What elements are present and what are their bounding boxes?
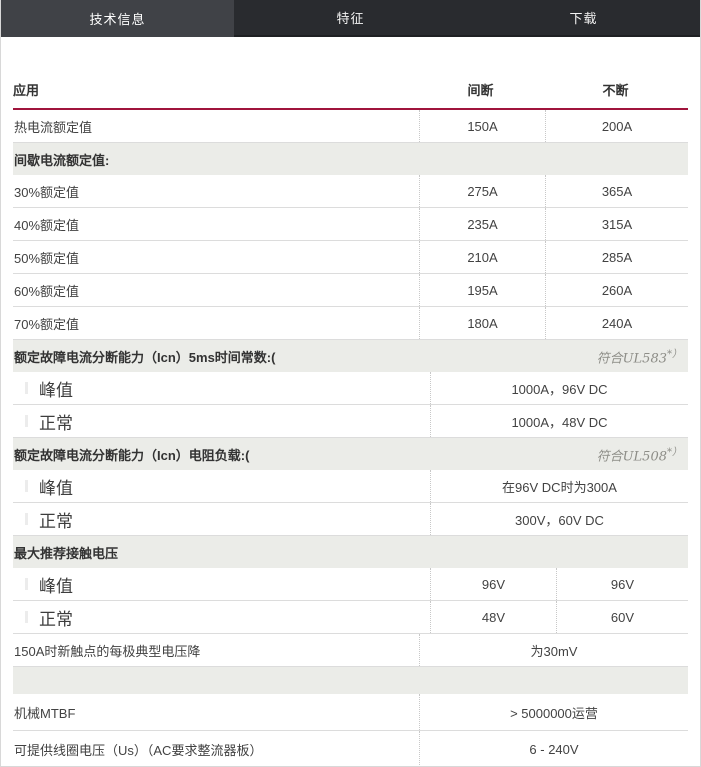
value-intermittent: 180A: [419, 307, 545, 339]
spec-row-label: 60%额定值: [14, 283, 80, 299]
spec-row-label: 40%额定值: [14, 217, 80, 233]
value-continuous: 96V: [556, 568, 688, 600]
table-header-intermittent: 间断: [467, 83, 494, 98]
spec-row-label: 机械MTBF: [14, 705, 76, 721]
table-header-row: 应用 间断 不断: [13, 37, 688, 110]
table-header-application: 应用: [13, 83, 40, 98]
technical-info-panel: 应用 间断 不断 热电流额定值 150A 200A 间歇电流额定值: 30%额定值 275…: [1, 37, 700, 766]
value-continuous: 60V: [556, 601, 688, 633]
spec-row-label: 30%额定值: [14, 184, 80, 200]
spec-row-label: 正常: [13, 503, 430, 535]
value-intermittent: 96V: [430, 568, 556, 600]
section-row: 额定故障电流分断能力（Icn）电阻负载:( 符合UL508*）: [13, 438, 688, 470]
spec-row-label: 峰值: [13, 470, 430, 502]
section-label: 最大推荐接触电压: [14, 545, 119, 561]
spec-row-label: 150A时新触点的每极典型电压降: [14, 643, 201, 659]
tab-downloads[interactable]: 下载: [467, 0, 700, 37]
compliance-note-sup: *）: [667, 349, 682, 361]
tab-bar: 技术信息 特征 下载: [1, 0, 700, 37]
list-marker-icon: [25, 513, 28, 525]
value-continuous: 285A: [545, 241, 688, 273]
value-merged: 6 - 240V: [419, 731, 688, 766]
spec-row: 机械MTBF > 5000000运营: [13, 694, 688, 731]
value-merged: 1000A，96V DC: [430, 372, 688, 404]
spec-table: 热电流额定值 150A 200A 间歇电流额定值: 30%额定值 275A 365A 40%额…: [13, 110, 688, 766]
value-continuous: 315A: [545, 208, 688, 240]
spec-row: 热电流额定值 150A 200A: [13, 110, 688, 143]
spec-row-label: 70%额定值: [14, 316, 80, 332]
value-continuous: 260A: [545, 274, 688, 306]
value-continuous: 365A: [545, 175, 688, 207]
spec-row: 50%额定值 210A 285A: [13, 241, 688, 274]
section-row: 最大推荐接触电压: [13, 536, 688, 568]
section-row: 额定故障电流分断能力（Icn）5ms时间常数:( 符合UL583*）: [13, 340, 688, 372]
spec-row: 峰值 1000A，96V DC: [13, 372, 688, 405]
spec-row: 峰值 在96V DC时为300A: [13, 470, 688, 503]
value-merged: 在96V DC时为300A: [430, 470, 688, 502]
list-marker-icon: [25, 480, 28, 492]
compliance-note-sup: *）: [667, 447, 682, 459]
spec-row: 正常 300V，60V DC: [13, 503, 688, 536]
value-continuous: 200A: [545, 110, 688, 142]
spec-row: 正常 1000A，48V DC: [13, 405, 688, 438]
spec-row-label: 可提供线圈电压（Us）（AC要求整流器板）: [14, 742, 263, 758]
spec-row: 40%额定值 235A 315A: [13, 208, 688, 241]
spec-row: 60%额定值 195A 260A: [13, 274, 688, 307]
spec-row-label: 正常: [13, 405, 430, 437]
section-label: 额定故障电流分断能力（Icn）5ms时间常数:(: [14, 349, 276, 365]
value-merged: 为30mV: [419, 634, 688, 666]
spec-row-label: 峰值: [13, 372, 430, 404]
compliance-note: 符合UL583*）: [596, 349, 682, 367]
value-intermittent: 48V: [430, 601, 556, 633]
compliance-note: 符合UL508*）: [596, 447, 682, 465]
tab-technical-info[interactable]: 技术信息: [1, 0, 234, 37]
list-marker-icon: [25, 611, 28, 623]
value-merged: 1000A，48V DC: [430, 405, 688, 437]
list-marker-icon: [25, 415, 28, 427]
tab-features[interactable]: 特征: [234, 0, 467, 37]
table-header-continuous: 不断: [602, 83, 629, 98]
spec-row-label: 正常: [13, 601, 430, 633]
value-merged: 300V，60V DC: [430, 503, 688, 535]
section-row: 间歇电流额定值:: [13, 143, 688, 175]
spec-row: 150A时新触点的每极典型电压降 为30mV: [13, 634, 688, 667]
value-intermittent: 235A: [419, 208, 545, 240]
value-continuous: 240A: [545, 307, 688, 339]
section-row: [13, 667, 688, 694]
list-marker-icon: [25, 382, 28, 394]
value-intermittent: 210A: [419, 241, 545, 273]
spec-row: 70%额定值 180A 240A: [13, 307, 688, 340]
spec-row: 峰值 96V 96V: [13, 568, 688, 601]
spec-row-label: 50%额定值: [14, 250, 80, 266]
list-marker-icon: [25, 578, 28, 590]
spec-row: 可提供线圈电压（Us）（AC要求整流器板） 6 - 240V: [13, 731, 688, 766]
section-label: 额定故障电流分断能力（Icn）电阻负载:(: [14, 447, 250, 463]
spec-row: 30%额定值 275A 365A: [13, 175, 688, 208]
section-label: 间歇电流额定值:: [14, 152, 110, 168]
value-intermittent: 275A: [419, 175, 545, 207]
spec-row: 正常 48V 60V: [13, 601, 688, 634]
value-merged: > 5000000运营: [419, 694, 688, 730]
spec-row-label: 峰值: [13, 568, 430, 600]
spec-row-label: 热电流额定值: [14, 119, 93, 135]
value-intermittent: 195A: [419, 274, 545, 306]
value-intermittent: 150A: [419, 110, 545, 142]
